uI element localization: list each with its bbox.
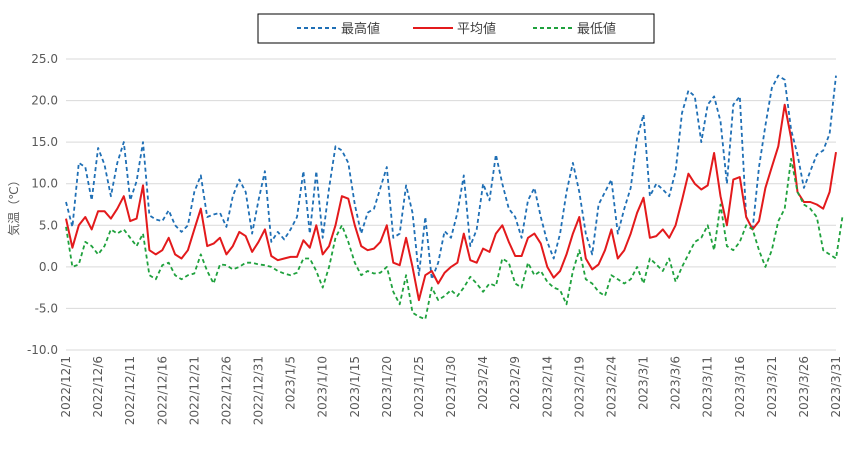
y-tick-label: -5.0 [35, 301, 58, 315]
x-tick-label: 2023/3/21 [765, 356, 779, 418]
x-tick-label: 2023/2/9 [508, 356, 522, 410]
legend-label-max: 最高値 [341, 21, 380, 37]
x-tick-label: 2022/12/26 [219, 356, 233, 425]
y-tick-label: 20.0 [31, 94, 58, 108]
x-tick-label: 2023/1/20 [380, 356, 394, 418]
legend: 最高値 平均値 最低値 [257, 13, 655, 44]
legend-label-avg: 平均値 [457, 21, 496, 37]
x-tick-label: 2023/1/25 [412, 356, 426, 418]
x-tick-label: 2022/12/16 [155, 356, 169, 425]
x-tick-label: 2023/3/26 [797, 356, 811, 418]
series-line-min [65, 157, 844, 321]
series-lines [65, 74, 844, 321]
legend-label-min: 最低値 [577, 21, 616, 37]
x-tick-label: 2022/12/6 [91, 356, 105, 418]
y-tick-label: 15.0 [31, 135, 58, 149]
x-tick-label: 2023/1/5 [284, 356, 298, 410]
x-tick-label: 2022/12/31 [252, 356, 266, 425]
x-tick-label: 2023/2/4 [476, 356, 490, 410]
x-tick-label: 2022/12/1 [59, 356, 73, 418]
x-tick-label: 2023/3/11 [701, 356, 715, 418]
x-tick-label: 2023/1/10 [316, 356, 330, 418]
x-tick-label: 2023/1/15 [348, 356, 362, 418]
x-axis-tick-labels: 2022/12/1 2022/12/6 2022/12/11 2022/12/16 20… [59, 356, 843, 425]
legend-box [257, 13, 655, 44]
x-tick-label: 2022/12/21 [187, 356, 201, 425]
x-tick-label: 2023/1/30 [444, 356, 458, 418]
x-tick-label: 2023/3/16 [733, 356, 747, 418]
y-tick-label: 10.0 [31, 177, 58, 191]
x-tick-label: 2023/2/19 [572, 356, 586, 418]
y-tick-label: 5.0 [39, 218, 58, 232]
y-tick-label: -10.0 [27, 343, 58, 357]
x-tick-label: 2022/12/11 [123, 356, 137, 425]
x-tick-label: 2023/3/6 [669, 356, 683, 410]
x-tick-label: 2023/2/24 [604, 356, 618, 418]
x-tick-label: 2023/3/1 [637, 356, 651, 410]
y-axis-tick-labels: 25.0 20.0 15.0 10.0 5.0 0.0 -5.0 -10.0 [27, 52, 58, 357]
series-line-max [65, 74, 837, 281]
y-tick-label: 0.0 [39, 260, 58, 274]
series-line-avg [65, 103, 837, 302]
x-tick-label: 2023/3/31 [829, 356, 843, 418]
y-tick-label: 25.0 [31, 52, 58, 66]
y-axis-title: 気温（℃） [6, 174, 21, 235]
x-tick-label: 2023/2/14 [540, 356, 554, 418]
